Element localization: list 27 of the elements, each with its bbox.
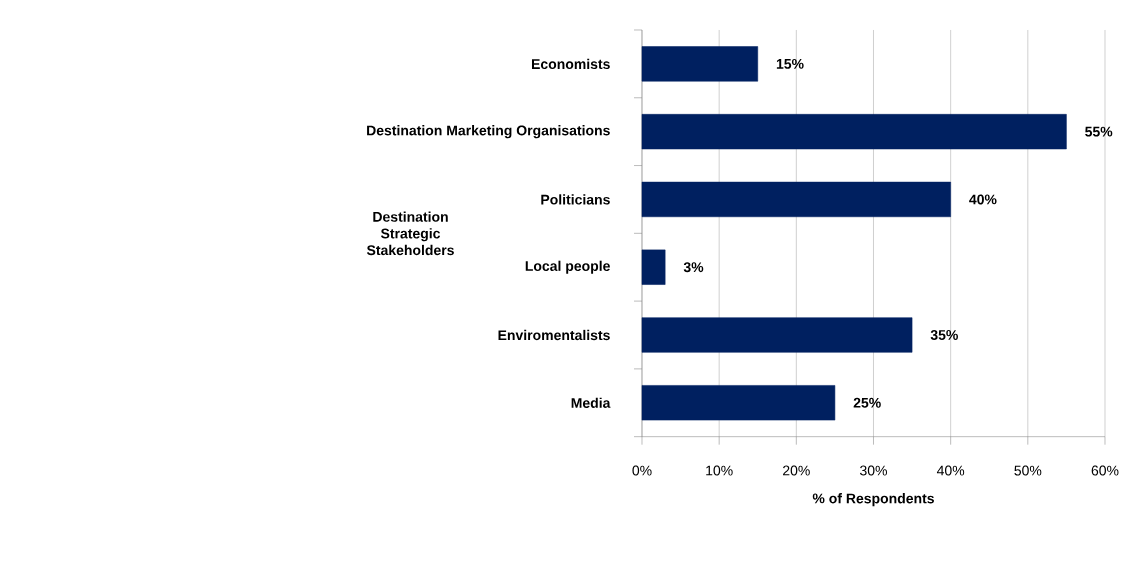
bar	[641, 317, 913, 353]
data-label: 25%	[853, 397, 881, 408]
data-label: 15%	[776, 58, 804, 69]
x-tick-label: 50%	[1014, 465, 1042, 476]
y-tick-label: Enviromentalists	[498, 329, 610, 341]
x-tick-label: 0%	[632, 465, 652, 476]
bar	[641, 181, 951, 218]
bar	[641, 249, 666, 285]
y-tick-label: Media	[571, 397, 611, 408]
data-label: 55%	[1085, 126, 1113, 137]
x-tick-label: 40%	[936, 465, 965, 476]
x-tick-label: 60%	[1091, 465, 1119, 476]
y-tick-label: Politicians	[541, 194, 610, 205]
bar	[641, 46, 759, 82]
data-label: 40%	[969, 194, 997, 205]
x-tick-label: 20%	[783, 465, 810, 476]
x-axis-title: % of Respondents	[812, 493, 934, 507]
y-tick-label: Economists	[531, 58, 610, 70]
x-tick-label: 10%	[706, 465, 733, 476]
data-label: 35%	[930, 330, 958, 340]
y-axis-title: Destination Strategic Stakeholders	[366, 211, 454, 256]
bar	[641, 385, 836, 421]
bar	[641, 114, 1067, 150]
y-tick-label: Destination Marketing Organisations	[367, 125, 610, 139]
data-label: 3%	[683, 262, 704, 273]
x-tick-label: 30%	[860, 465, 887, 476]
y-tick-label: Local people	[525, 260, 610, 274]
